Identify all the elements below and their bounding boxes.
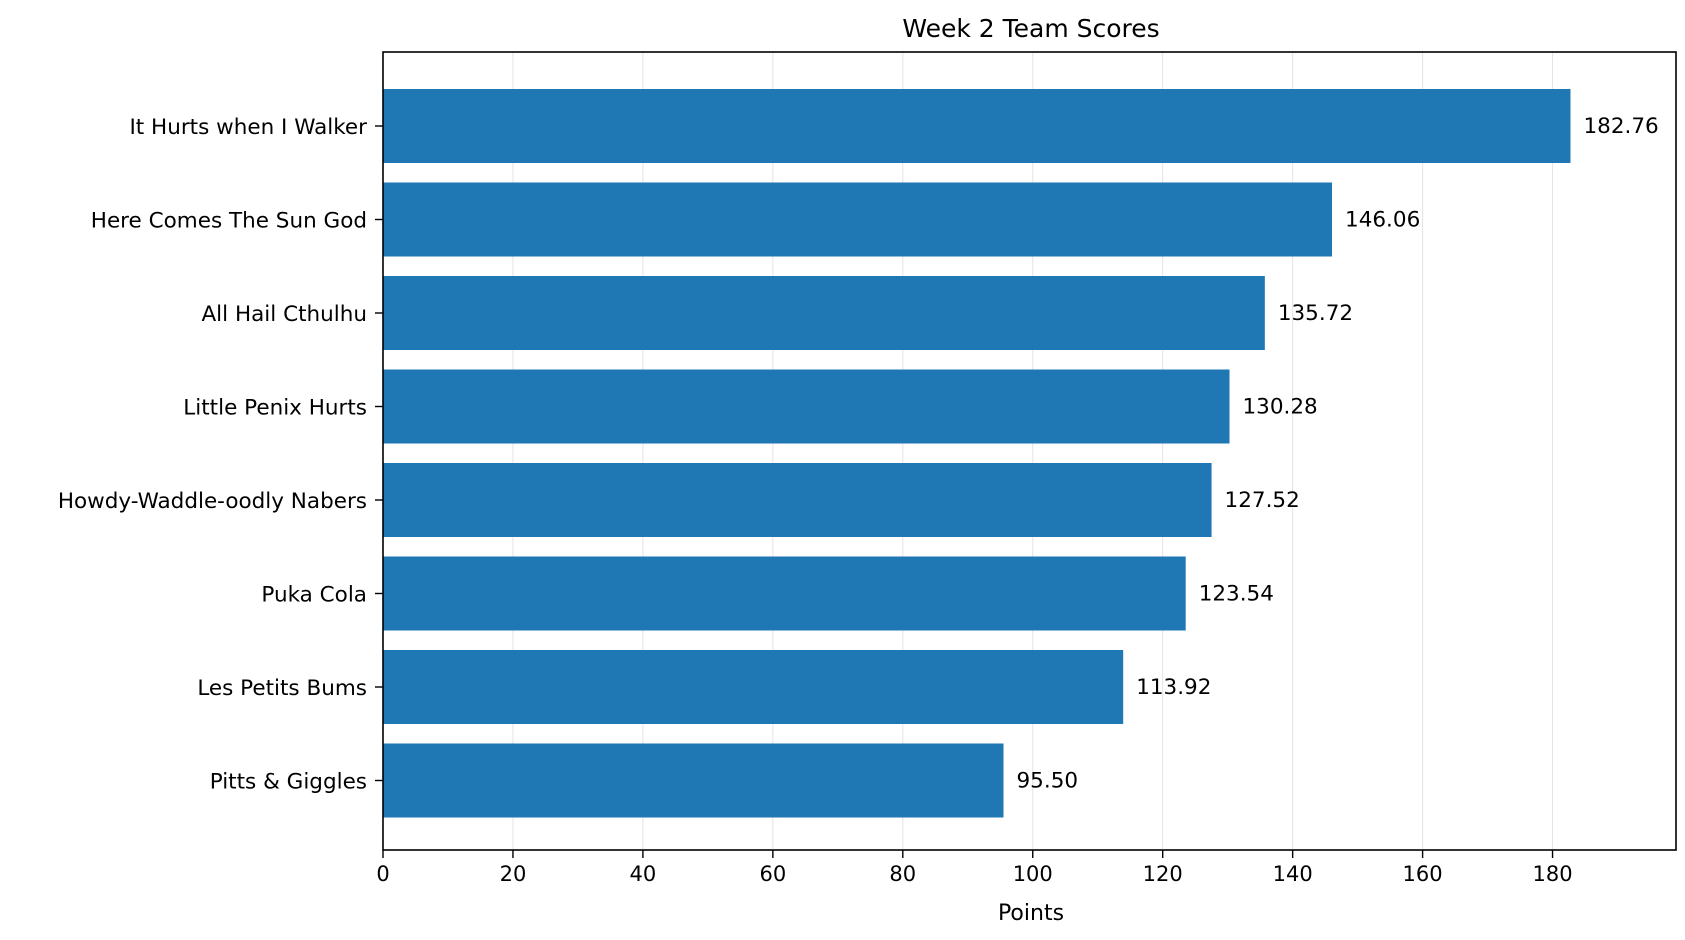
category-label: Pitts & Giggles [210, 770, 367, 795]
value-label: 127.52 [1225, 488, 1300, 513]
bar [383, 650, 1124, 724]
x-tick-label: 80 [889, 862, 916, 886]
x-axis-title: Points [998, 901, 1064, 926]
category-label: Les Petits Bums [197, 676, 367, 701]
x-tick-label: 180 [1533, 862, 1573, 886]
value-label: 146.06 [1345, 208, 1420, 233]
x-tick-label: 60 [759, 862, 786, 886]
category-label: It Hurts when I Walker [129, 115, 367, 140]
value-label: 135.72 [1278, 301, 1353, 326]
x-tick-label: 40 [630, 862, 657, 886]
x-tick-label: 160 [1403, 862, 1443, 886]
x-tick-label: 100 [1013, 862, 1053, 886]
plot-frame [382, 51, 1677, 851]
category-label: Little Penix Hurts [183, 396, 367, 421]
bar [383, 89, 1571, 163]
value-labels: 182.76 146.06 135.72 130.28 127.52 123.54 113.… [1017, 114, 1659, 794]
x-tick-label: 120 [1143, 862, 1183, 886]
bar [383, 463, 1212, 537]
value-label: 182.76 [1583, 114, 1658, 139]
bar [383, 743, 1004, 818]
category-label: Here Comes The Sun God [91, 209, 367, 234]
bars [383, 89, 1571, 818]
category-label: Puka Cola [261, 583, 367, 608]
x-axis-ticks: 0 20 40 60 80 100 120 140 160 180 [376, 850, 1573, 886]
category-label: All Hail Cthulhu [201, 302, 367, 327]
bar [383, 556, 1186, 631]
value-label: 95.50 [1017, 769, 1079, 794]
bar [383, 369, 1230, 444]
value-label: 113.92 [1136, 675, 1211, 700]
bar [383, 276, 1265, 350]
value-label: 123.54 [1199, 582, 1274, 607]
value-label: 130.28 [1242, 395, 1317, 420]
category-label: Howdy-Waddle-oodly Nabers [58, 489, 367, 514]
chart-title: Week 2 Team Scores [902, 14, 1159, 43]
grid-lines [382, 52, 1554, 850]
x-tick-label: 0 [376, 862, 389, 886]
x-tick-label: 20 [500, 862, 527, 886]
y-axis-ticks: It Hurts when I Walker Here Comes The Sun… [58, 115, 383, 795]
bar [383, 182, 1333, 257]
x-tick-label: 140 [1273, 862, 1313, 886]
